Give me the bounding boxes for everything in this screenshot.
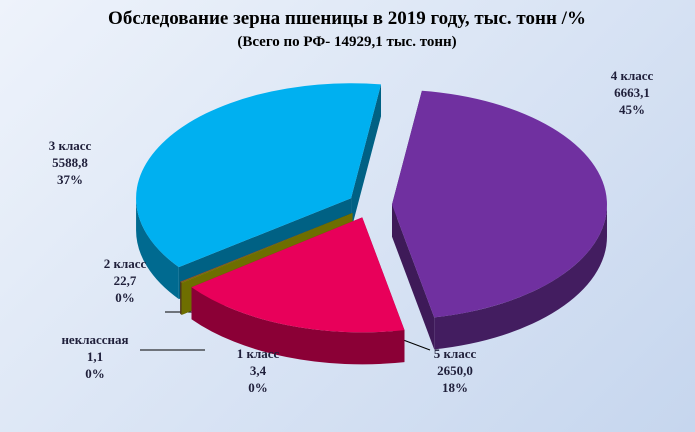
slice-name: 1 класс <box>237 346 280 361</box>
slice <box>181 213 353 283</box>
slice-side <box>191 287 405 365</box>
slice-name: 3 класс <box>49 138 92 153</box>
slice-name: 4 класс <box>611 68 654 83</box>
value-label: 2650,0 <box>437 363 473 378</box>
pie <box>136 83 607 365</box>
slice <box>180 212 353 283</box>
percent-label: 0% <box>248 380 268 395</box>
slice-name: 2 класс <box>104 256 147 271</box>
slice-side <box>180 281 182 315</box>
slice <box>136 83 381 268</box>
slice-name: неклассная <box>61 332 128 347</box>
slice-side <box>434 204 607 350</box>
slice-wall <box>351 84 381 231</box>
slice-side <box>136 198 179 300</box>
percent-label: 0% <box>85 366 105 381</box>
percent-label: 0% <box>115 290 135 305</box>
value-label: 5588,8 <box>52 155 88 170</box>
slice <box>391 90 607 318</box>
percent-label: 18% <box>442 380 468 395</box>
slice <box>191 217 405 333</box>
value-label: 1,1 <box>87 349 103 364</box>
slice-wall <box>391 204 435 350</box>
chart-title: Обследование зерна пшеницы в 2019 году, … <box>108 8 586 29</box>
percent-label: 45% <box>619 102 645 117</box>
percent-label: 37% <box>57 172 83 187</box>
slice-name: 5 класс <box>434 346 477 361</box>
value-label: 3,4 <box>250 363 267 378</box>
value-label: 6663,1 <box>614 85 650 100</box>
chart-subtitle: (Всего по РФ- 14929,1 тыс. тонн) <box>237 34 456 50</box>
value-label: 22,7 <box>114 273 137 288</box>
slice <box>181 213 353 283</box>
